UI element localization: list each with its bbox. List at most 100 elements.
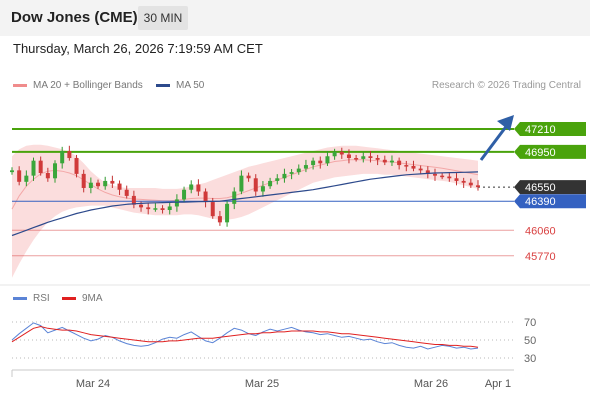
candle-body xyxy=(232,191,237,204)
candle-body xyxy=(31,160,36,176)
candle-body xyxy=(189,184,194,190)
candle-body xyxy=(203,191,208,203)
candle-body xyxy=(368,156,373,159)
candle-body xyxy=(131,195,136,205)
candle-body xyxy=(253,178,258,192)
candle-body xyxy=(311,160,316,166)
candle-body xyxy=(354,158,359,160)
candle-body xyxy=(10,170,14,173)
candle-body xyxy=(346,154,351,159)
candle-body xyxy=(17,170,22,182)
legend-bollinger-swatch xyxy=(13,83,27,87)
candle-body xyxy=(153,208,158,210)
legend-rsi: RSI xyxy=(13,293,50,304)
legend-9ma-swatch xyxy=(62,296,76,300)
legend-ma50-swatch xyxy=(156,83,170,87)
candle-body xyxy=(282,173,287,179)
candle-body xyxy=(440,175,445,178)
level-label-47210: 47210 xyxy=(525,124,556,136)
projection-arrow-line xyxy=(479,123,510,161)
legend-ma50-label: MA 50 xyxy=(176,80,205,91)
legend-9ma: 9MA xyxy=(62,293,103,304)
candle-body xyxy=(432,173,437,176)
candle-body xyxy=(53,163,58,179)
candles-group xyxy=(10,145,480,227)
level-label-46950: 46950 xyxy=(525,147,556,159)
x-axis-label: Mar 25 xyxy=(245,378,279,390)
legend-bollinger-label: MA 20 + Bollinger Bands xyxy=(33,80,143,91)
candle-body xyxy=(418,168,423,171)
legend-ma50: MA 50 xyxy=(156,80,204,91)
candle-body xyxy=(318,160,323,164)
legend-9ma-label: 9MA xyxy=(82,293,103,304)
candle-body xyxy=(96,182,101,187)
candle-body xyxy=(117,183,122,190)
candle-body xyxy=(389,160,394,163)
candle-body xyxy=(332,151,337,157)
level-label-46390: 46390 xyxy=(525,196,556,208)
rsi-tick-label: 70 xyxy=(524,317,536,329)
rsi-tick-label: 50 xyxy=(524,335,536,347)
legend-rsi-label: RSI xyxy=(33,293,50,304)
candle-body xyxy=(397,160,402,166)
projection-arrow-head xyxy=(497,115,514,131)
credit-text: Research © 2026 Trading Central xyxy=(431,80,581,91)
level-tag-47210 xyxy=(514,121,586,136)
level-label-45770: 45770 xyxy=(525,251,556,263)
candle-body xyxy=(289,172,294,174)
legend-bollinger: MA 20 + Bollinger Bands xyxy=(13,80,143,91)
candle-body xyxy=(167,206,172,210)
level-tag-46550 xyxy=(514,180,586,195)
rsi-tick-label: 30 xyxy=(524,353,536,365)
candle-body xyxy=(124,189,129,196)
rsi-9ma-line xyxy=(11,325,479,348)
candle-body xyxy=(375,158,380,160)
candle-body xyxy=(268,180,273,187)
x-axis-label: Mar 26 xyxy=(414,378,448,390)
candle-body xyxy=(404,165,409,167)
candle-body xyxy=(60,150,65,164)
candle-body xyxy=(468,182,473,186)
candle-body xyxy=(196,184,201,192)
candle-body xyxy=(260,186,265,192)
candle-body xyxy=(110,180,115,184)
candle-body xyxy=(67,150,72,159)
interval-button[interactable]: 30 MIN xyxy=(138,6,188,30)
candle-body xyxy=(361,156,366,159)
candle-body xyxy=(339,151,344,155)
x-axis-label: Mar 24 xyxy=(76,378,110,390)
candle-body xyxy=(239,175,244,192)
candle-body xyxy=(217,216,222,223)
level-label-46060: 46060 xyxy=(525,225,556,237)
candle-body xyxy=(454,178,459,181)
candle-body xyxy=(425,170,430,174)
legend-rsi-swatch xyxy=(13,296,27,300)
chart-title: Dow Jones (CME) xyxy=(11,9,138,26)
candle-body xyxy=(74,158,79,174)
candle-body xyxy=(296,168,301,173)
rsi-line xyxy=(11,322,479,350)
candle-body xyxy=(103,180,108,187)
ma50-line xyxy=(11,171,479,237)
candle-body xyxy=(225,203,230,223)
candle-body xyxy=(81,173,86,188)
level-tag-46950 xyxy=(514,144,586,159)
candle-body xyxy=(325,156,330,164)
candle-body xyxy=(182,189,187,200)
candle-body xyxy=(139,204,144,208)
candle-body xyxy=(246,175,251,179)
x-axis-label: Apr 1 xyxy=(485,378,511,390)
candle-body xyxy=(24,175,29,182)
candle-body xyxy=(160,208,165,210)
header-bar: Dow Jones (CME) 30 MIN xyxy=(0,0,590,36)
candle-body xyxy=(461,180,466,183)
timestamp: Thursday, March 26, 2026 7:19:59 AM CET xyxy=(13,41,263,56)
candle-body xyxy=(174,199,179,207)
candle-body xyxy=(476,185,480,188)
candle-body xyxy=(38,160,43,173)
candle-body xyxy=(382,159,387,163)
candle-body xyxy=(146,207,151,210)
candle-body xyxy=(447,176,452,179)
candle-body xyxy=(411,165,416,169)
